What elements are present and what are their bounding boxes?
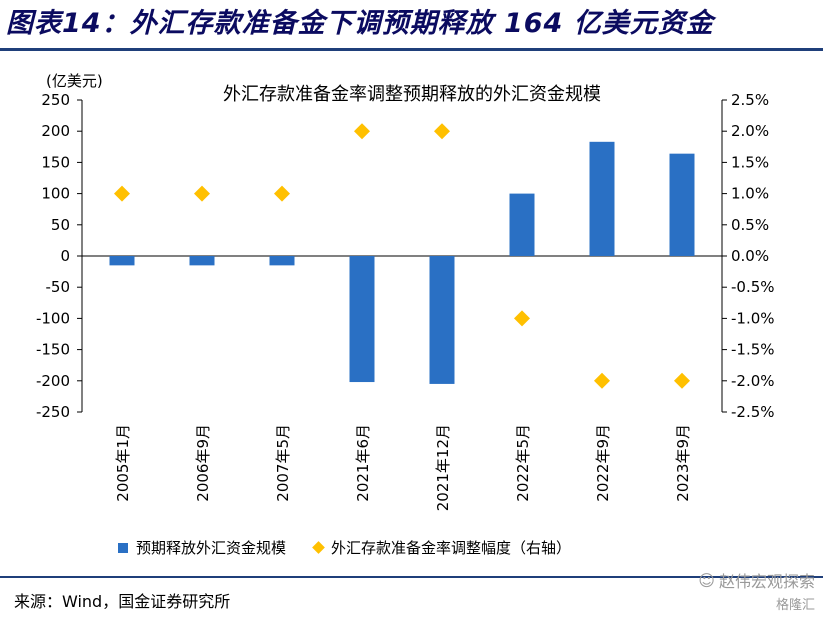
right-tick-label: 2.5% bbox=[731, 91, 769, 109]
bar bbox=[589, 141, 615, 256]
scatter-point bbox=[594, 372, 610, 389]
legend: 预期释放外汇资金规模 外汇存款准备金率调整幅度（右轴） bbox=[118, 537, 571, 558]
source-note: 来源：Wind，国金证券研究所 bbox=[14, 592, 231, 611]
left-tick-label: 200 bbox=[41, 122, 70, 140]
bar bbox=[109, 256, 135, 266]
watermark-badge: 格隆汇 bbox=[775, 598, 815, 613]
right-tick-label: 2.0% bbox=[731, 122, 769, 140]
scatter-point bbox=[194, 185, 210, 202]
bar bbox=[189, 256, 215, 266]
legend-bar-swatch bbox=[118, 542, 128, 553]
left-tick-label: 150 bbox=[41, 153, 70, 171]
right-tick-label: -2.5% bbox=[731, 403, 775, 421]
scatter-point bbox=[434, 123, 450, 140]
left-tick-label: 50 bbox=[51, 216, 70, 234]
left-tick-label: -250 bbox=[36, 403, 70, 421]
right-tick-label: -2.0% bbox=[731, 372, 775, 390]
x-tick-label: 2006年9月 bbox=[194, 424, 212, 502]
left-tick-label: 100 bbox=[41, 185, 70, 203]
page-title: 图表14：外汇存款准备金下调预期释放 164 亿美元资金 bbox=[6, 8, 714, 39]
x-axis-labels: 2005年1月 2006年9月 2007年5月 2021年6月 2021年12月 2022… bbox=[114, 424, 692, 511]
left-tick-label: 250 bbox=[41, 91, 70, 109]
watermark: ☺ 赵伟宏观探索 bbox=[698, 568, 815, 592]
x-tick-label: 2005年1月 bbox=[114, 424, 132, 502]
scatter-point bbox=[514, 310, 530, 327]
right-tick-label: 1.5% bbox=[731, 153, 769, 171]
right-tick-label: -0.5% bbox=[731, 278, 775, 296]
bar bbox=[269, 256, 295, 266]
right-tick-label: 0.5% bbox=[731, 216, 769, 234]
bar bbox=[509, 193, 535, 256]
left-tick-label: 0 bbox=[60, 247, 70, 265]
chart: (亿美元) 外汇存款准备金率调整预期释放的外汇资金规模 250 200 150 100… bbox=[36, 72, 775, 511]
legend-bar-label: 预期释放外汇资金规模 bbox=[136, 539, 287, 557]
x-tick-label: 2022年9月 bbox=[594, 424, 612, 502]
x-tick-label: 2022年5月 bbox=[514, 424, 532, 502]
right-tick-label: 0.0% bbox=[731, 247, 769, 265]
right-tick-label: 1.0% bbox=[731, 185, 769, 203]
x-tick-label: 2021年6月 bbox=[354, 424, 372, 502]
header-divider bbox=[0, 48, 823, 51]
bar bbox=[429, 256, 455, 384]
right-tick-label: -1.5% bbox=[731, 341, 775, 359]
bar bbox=[349, 256, 375, 383]
legend-diamond-swatch bbox=[312, 541, 325, 554]
left-tick-label: -100 bbox=[36, 309, 70, 327]
axes bbox=[81, 100, 723, 412]
watermark-text: 赵伟宏观探索 bbox=[718, 572, 815, 591]
bar-series bbox=[109, 141, 695, 384]
right-tick-label: -1.0% bbox=[731, 309, 775, 327]
legend-diamond-label: 外汇存款准备金率调整幅度（右轴） bbox=[331, 539, 572, 557]
x-tick-label: 2023年9月 bbox=[674, 424, 692, 502]
scatter-point bbox=[674, 372, 690, 389]
x-tick-label: 2007年5月 bbox=[274, 424, 292, 502]
footer-divider bbox=[0, 576, 823, 578]
left-axis-unit: (亿美元) bbox=[46, 72, 103, 90]
scatter-point bbox=[354, 123, 370, 140]
left-tick-label: -200 bbox=[36, 372, 70, 390]
scatter-point bbox=[114, 185, 130, 202]
left-tick-label: -50 bbox=[46, 278, 71, 296]
left-tick-label: -150 bbox=[36, 341, 70, 359]
scatter-point bbox=[274, 185, 290, 202]
left-axis: 250 200 150 100 50 0 -50 -100 -150 -200 -250 bbox=[36, 91, 82, 421]
right-axis: 2.5% 2.0% 1.5% 1.0% 0.5% 0.0% -0.5% -1.0% -1.5% -… bbox=[722, 91, 775, 421]
chart-title: 外汇存款准备金率调整预期释放的外汇资金规模 bbox=[223, 84, 601, 105]
scatter-series bbox=[114, 123, 690, 389]
x-tick-label: 2021年12月 bbox=[434, 424, 452, 511]
bar bbox=[669, 153, 695, 256]
wechat-icon: ☺ bbox=[698, 570, 715, 590]
